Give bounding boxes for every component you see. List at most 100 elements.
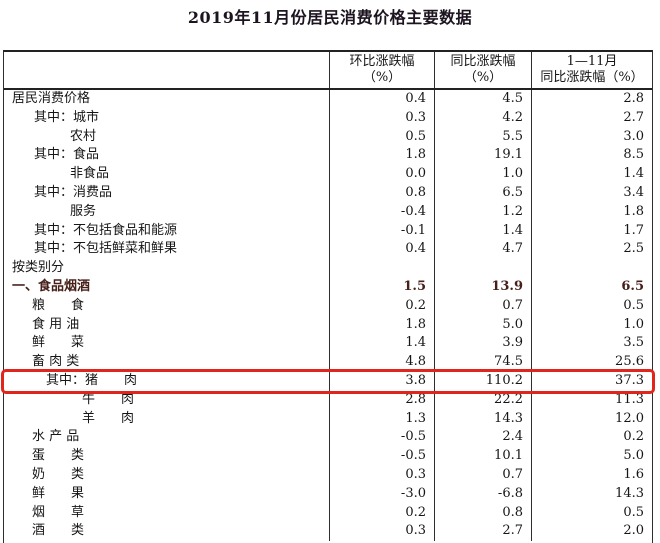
table-row: 一、食品烟酒 1.5 13.9 6.5: [4, 277, 652, 297]
row-label: 水 产 品: [32, 429, 80, 445]
table-row: 其中：不包括鲜菜和鲜果 0.4 4.7 2.5: [4, 240, 652, 260]
row-value: 1.4: [329, 334, 434, 354]
table-row: 农村 0.5 5.5 3.0: [4, 127, 652, 147]
row-label: 烟 草: [32, 504, 85, 520]
table-row: 畜 肉 类 4.8 74.5 25.6: [4, 353, 652, 372]
row-value: [531, 259, 652, 278]
row-value: 0.2: [329, 296, 434, 316]
row-value: 0.3: [329, 522, 434, 542]
row-value: 10.1: [434, 447, 531, 466]
row-value: 6.5: [434, 183, 531, 203]
header-ytd-line1: 1—11月: [566, 54, 618, 69]
header-ytd-change: 1—11月 同比涨跌幅（%）: [531, 52, 652, 88]
row-value: 0.3: [329, 465, 434, 485]
table-row: 其中：城市 0.3 4.2 2.7: [4, 108, 652, 128]
row-value: 4.8: [329, 353, 434, 372]
row-value: -0.4: [329, 202, 434, 222]
row-label: 按类别分: [12, 260, 65, 276]
row-value: 1.8: [329, 146, 434, 166]
header-yoy-line2: （%）: [463, 70, 503, 85]
row-value: 74.5: [434, 353, 531, 372]
table-row-highlighted: 其中：猪 肉 3.8 110.2 37.3: [1, 368, 655, 394]
row-value: 12.0: [531, 409, 652, 429]
row-value: [329, 259, 434, 278]
row-value: 0.8: [329, 183, 434, 203]
row-value: 3.5: [531, 334, 652, 354]
row-label: 其中：不包括食品和能源: [34, 222, 178, 238]
table-row: 居民消费价格 0.4 4.5 2.8: [4, 90, 652, 109]
row-value: 2.7: [531, 108, 652, 128]
row-label: 其中：城市: [34, 109, 100, 125]
row-value: 22.2: [434, 390, 531, 410]
row-value: 0.2: [329, 503, 434, 523]
row-value: 2.8: [531, 90, 652, 109]
row-value: 5.0: [434, 315, 531, 335]
table-row: 烟 草 0.2 0.8 0.5: [4, 503, 652, 523]
row-value: 4.5: [434, 90, 531, 109]
row-value: 4.2: [434, 108, 531, 128]
row-value: 2.8: [329, 390, 434, 410]
row-label: 酒 类: [32, 523, 85, 539]
page-title: 2019年11月份居民消费价格主要数据: [187, 8, 473, 27]
row-value: 5.0: [531, 447, 652, 466]
row-label: 其中：食品: [34, 147, 100, 163]
table-body: 居民消费价格 0.4 4.5 2.8 其中：城市 0.3 4.2 2.7 农村 0.5 5.5 3.0…: [1, 90, 655, 542]
row-value: 2.4: [434, 428, 531, 448]
row-value: 2.7: [434, 522, 531, 542]
row-value: 0.5: [531, 503, 652, 523]
row-value: 5.5: [434, 127, 531, 147]
table-row: 水 产 品 -0.5 2.4 0.2: [4, 428, 652, 448]
table-header-row: 环比涨跌幅 （%） 同比涨跌幅 （%） 1—11月 同比涨跌幅（%）: [4, 52, 652, 90]
row-value: 1.8: [531, 202, 652, 222]
row-value: 0.4: [329, 90, 434, 109]
row-label: 奶 类: [32, 466, 85, 482]
row-label: 食 用 油: [32, 316, 80, 332]
row-value: 1.5: [329, 277, 434, 297]
row-value: 110.2: [434, 371, 531, 391]
row-label: 羊 肉: [82, 410, 135, 426]
row-label: 畜 肉 类: [32, 354, 80, 370]
table-row: 食 用 油 1.8 5.0 1.0: [4, 315, 652, 335]
row-value: -6.8: [434, 484, 531, 504]
row-value: 1.3: [329, 409, 434, 429]
row-label: 其中：消费品: [34, 184, 113, 200]
table-row: 非食品 0.0 1.0 1.4: [4, 165, 652, 184]
header-label-column: [4, 52, 329, 88]
row-value: 25.6: [531, 353, 652, 372]
row-value: 0.5: [329, 127, 434, 147]
row-label: 其中：不包括鲜菜和鲜果: [34, 241, 178, 257]
table-row: 其中：消费品 0.8 6.5 3.4: [4, 183, 652, 203]
row-value: 1.4: [531, 165, 652, 184]
table-row: 羊 肉 1.3 14.3 12.0: [4, 409, 652, 429]
row-value: 3.4: [531, 183, 652, 203]
table-row: 鲜 菜 1.4 3.9 3.5: [4, 334, 652, 354]
row-value: 0.7: [434, 465, 531, 485]
row-value: [434, 259, 531, 278]
row-value: -0.1: [329, 221, 434, 241]
row-label: 牛 肉: [82, 391, 135, 407]
table-row: 牛 肉 2.8 22.2 11.3: [4, 390, 652, 410]
row-value: 0.3: [329, 108, 434, 128]
row-label: 鲜 果: [32, 485, 85, 501]
header-ytd-line2: 同比涨跌幅（%）: [540, 70, 644, 85]
row-value: 1.6: [531, 465, 652, 485]
row-value: 3.0: [531, 127, 652, 147]
row-value: 4.7: [434, 240, 531, 260]
row-label: 粮 食: [32, 297, 85, 313]
row-value: 2.5: [531, 240, 652, 260]
row-value: 3.8: [329, 371, 434, 391]
row-value: 6.5: [531, 277, 652, 297]
row-value: -0.5: [329, 447, 434, 466]
header-mom-line2: （%）: [362, 70, 402, 85]
row-value: 0.8: [434, 503, 531, 523]
table-row: 粮 食 0.2 0.7 0.5: [4, 296, 652, 316]
row-value: 1.0: [434, 165, 531, 184]
row-label: 服务: [70, 203, 97, 219]
row-value: 1.4: [434, 221, 531, 241]
row-value: 1.2: [434, 202, 531, 222]
row-label: 农村: [70, 128, 97, 144]
row-value: 1.8: [329, 315, 434, 335]
row-value: 1.7: [531, 221, 652, 241]
row-label: 鲜 菜: [32, 335, 85, 351]
